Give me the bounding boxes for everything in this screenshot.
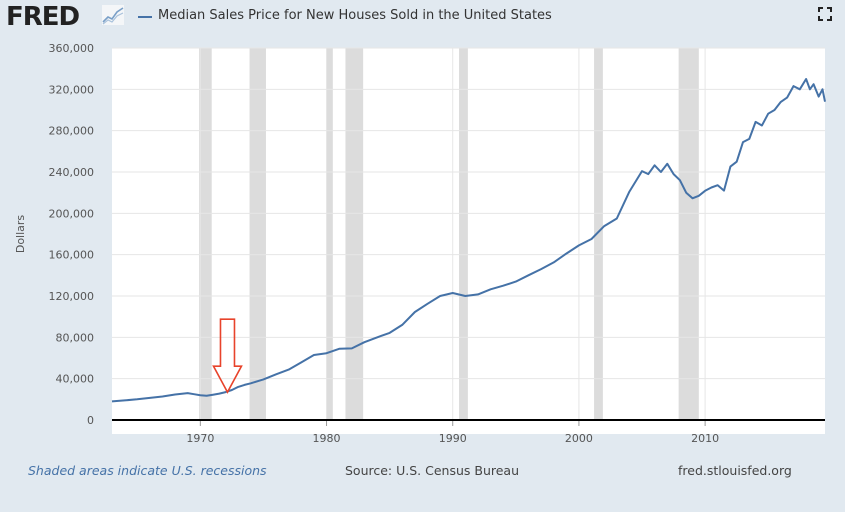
- plot-background: [112, 48, 825, 434]
- recession-bands: [199, 48, 699, 420]
- fred-logo[interactable]: FRED: [6, 2, 80, 32]
- recession-band: [199, 48, 212, 420]
- x-axis-ticks: 1970 1980 1990 2000 2010: [186, 420, 719, 445]
- y-tick-label: 40,000: [56, 373, 95, 386]
- fred-chart-logo-icon: [102, 5, 124, 25]
- y-tick-label: 320,000: [49, 83, 95, 96]
- recession-band: [249, 48, 266, 420]
- down-arrow-icon: [212, 318, 243, 394]
- source-note: Source: U.S. Census Bureau: [345, 463, 520, 478]
- y-tick-label: 360,000: [49, 42, 95, 55]
- recession-band: [345, 48, 364, 420]
- x-tick-label: 2010: [691, 432, 719, 445]
- y-axis-label: Dollars: [14, 215, 27, 254]
- gridlines: [112, 47, 825, 420]
- y-tick-label: 240,000: [49, 166, 95, 179]
- legend-swatch: [138, 16, 152, 18]
- chart-area: 0 40,000 80,000 120,000 160,000 200,000 240,00…: [14, 42, 826, 445]
- y-tick-label: 200,000: [49, 207, 95, 220]
- recession-band: [326, 48, 333, 420]
- recession-band: [594, 48, 603, 420]
- recession-note[interactable]: Shaded areas indicate U.S. recessions: [28, 463, 267, 478]
- chart-header: FRED Median Sales Price for New Houses S…: [0, 0, 845, 34]
- legend-label[interactable]: Median Sales Price for New Houses Sold i…: [158, 8, 552, 23]
- annotation-arrow: [212, 318, 243, 394]
- y-tick-label: 80,000: [56, 331, 95, 344]
- x-tick-label: 2000: [565, 432, 593, 445]
- recession-band: [459, 48, 468, 420]
- x-tick-label: 1990: [439, 432, 467, 445]
- y-tick-label: 160,000: [49, 249, 95, 262]
- x-tick-label: 1980: [313, 432, 341, 445]
- series-line: [111, 78, 826, 403]
- y-tick-label: 280,000: [49, 125, 95, 138]
- y-tick-label: 0: [87, 414, 94, 427]
- recession-band: [678, 48, 699, 420]
- x-tick-label: 1970: [186, 432, 214, 445]
- fullscreen-icon[interactable]: [817, 6, 833, 22]
- y-tick-label: 120,000: [49, 290, 95, 303]
- y-axis-ticks: 0 40,000 80,000 120,000 160,000 200,000 240,00…: [49, 42, 95, 427]
- site-link[interactable]: fred.stlouisfed.org: [678, 463, 792, 478]
